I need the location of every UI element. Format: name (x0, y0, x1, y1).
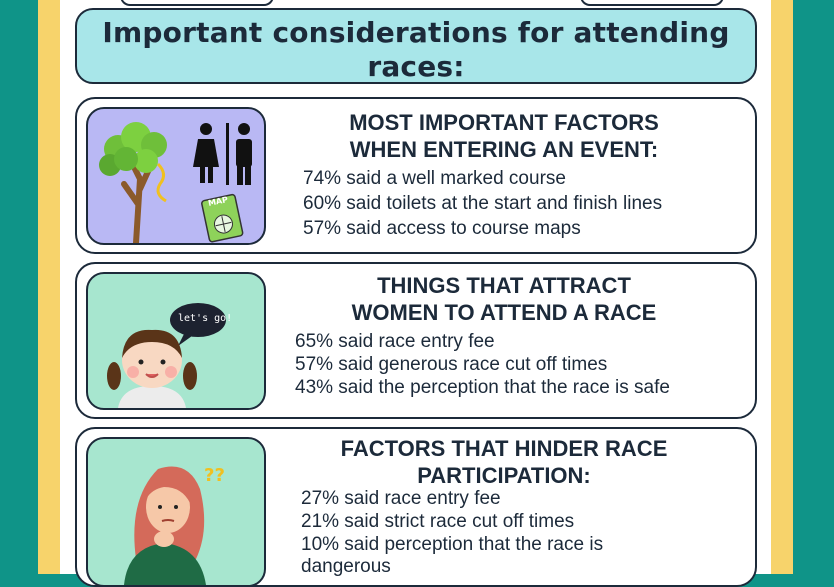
card-heading: FACTORS THAT HINDER RACE PARTICIPATION: (309, 435, 699, 489)
svg-text:??: ?? (204, 465, 225, 486)
stat-line: 27% said race entry fee (301, 488, 501, 509)
card-heading: MOST IMPORTANT FACTORS WHEN ENTERING AN … (309, 109, 699, 163)
card-hinder-participation: ?? FACTORS THAT HINDER RACE PARTICIPATIO… (75, 427, 757, 587)
card-important-factors: MAP MOST IMPORTANT FACTORS WHEN ENTERING… (75, 97, 757, 254)
title-line-1: Important considerations for attending (102, 16, 730, 49)
heading-line-1: MOST IMPORTANT FACTORS (349, 110, 659, 135)
tree-toilets-map-icon: MAP (86, 107, 266, 245)
heading-line-2: WOMEN TO ATTEND A RACE (351, 300, 657, 325)
page-title: Important considerations for attending r… (77, 10, 755, 84)
top-decoration-right (580, 0, 724, 6)
thinking-woman-icon: ?? (86, 437, 266, 587)
top-decoration-left (120, 0, 274, 6)
card-heading: THINGS THAT ATTRACT WOMEN TO ATTEND A RA… (309, 272, 699, 326)
stat-line: 43% said the perception that the race is… (295, 377, 670, 398)
heading-line-2: WHEN ENTERING AN EVENT: (349, 137, 659, 162)
title-line-2: races: (367, 50, 465, 83)
stat-line: 60% said toilets at the start and finish… (303, 193, 663, 214)
stat-line: 57% said generous race cut off times (295, 354, 608, 375)
stat-line: 10% said perception that the race is (301, 534, 604, 555)
heading-line-1: THINGS THAT ATTRACT (377, 273, 631, 298)
stat-line: 74% said a well marked course (303, 168, 566, 189)
heading-line-1: FACTORS THAT HINDER RACE (340, 436, 668, 461)
title-banner: Important considerations for attending r… (75, 8, 757, 84)
stat-line: 65% said race entry fee (295, 331, 495, 352)
card-attract-women: let's go! THINGS THAT ATTRACT WOMEN TO A… (75, 262, 757, 419)
left-accent-strip (38, 0, 60, 574)
right-accent-strip (771, 0, 793, 574)
stat-line: dangerous (301, 556, 391, 577)
speech-bubble-text: let's go! (178, 313, 233, 324)
stat-line: 57% said access to course maps (303, 218, 581, 239)
girl-speech-bubble-icon: let's go! (86, 272, 266, 410)
heading-line-2: PARTICIPATION: (417, 463, 591, 488)
stat-line: 21% said strict race cut off times (301, 511, 575, 532)
